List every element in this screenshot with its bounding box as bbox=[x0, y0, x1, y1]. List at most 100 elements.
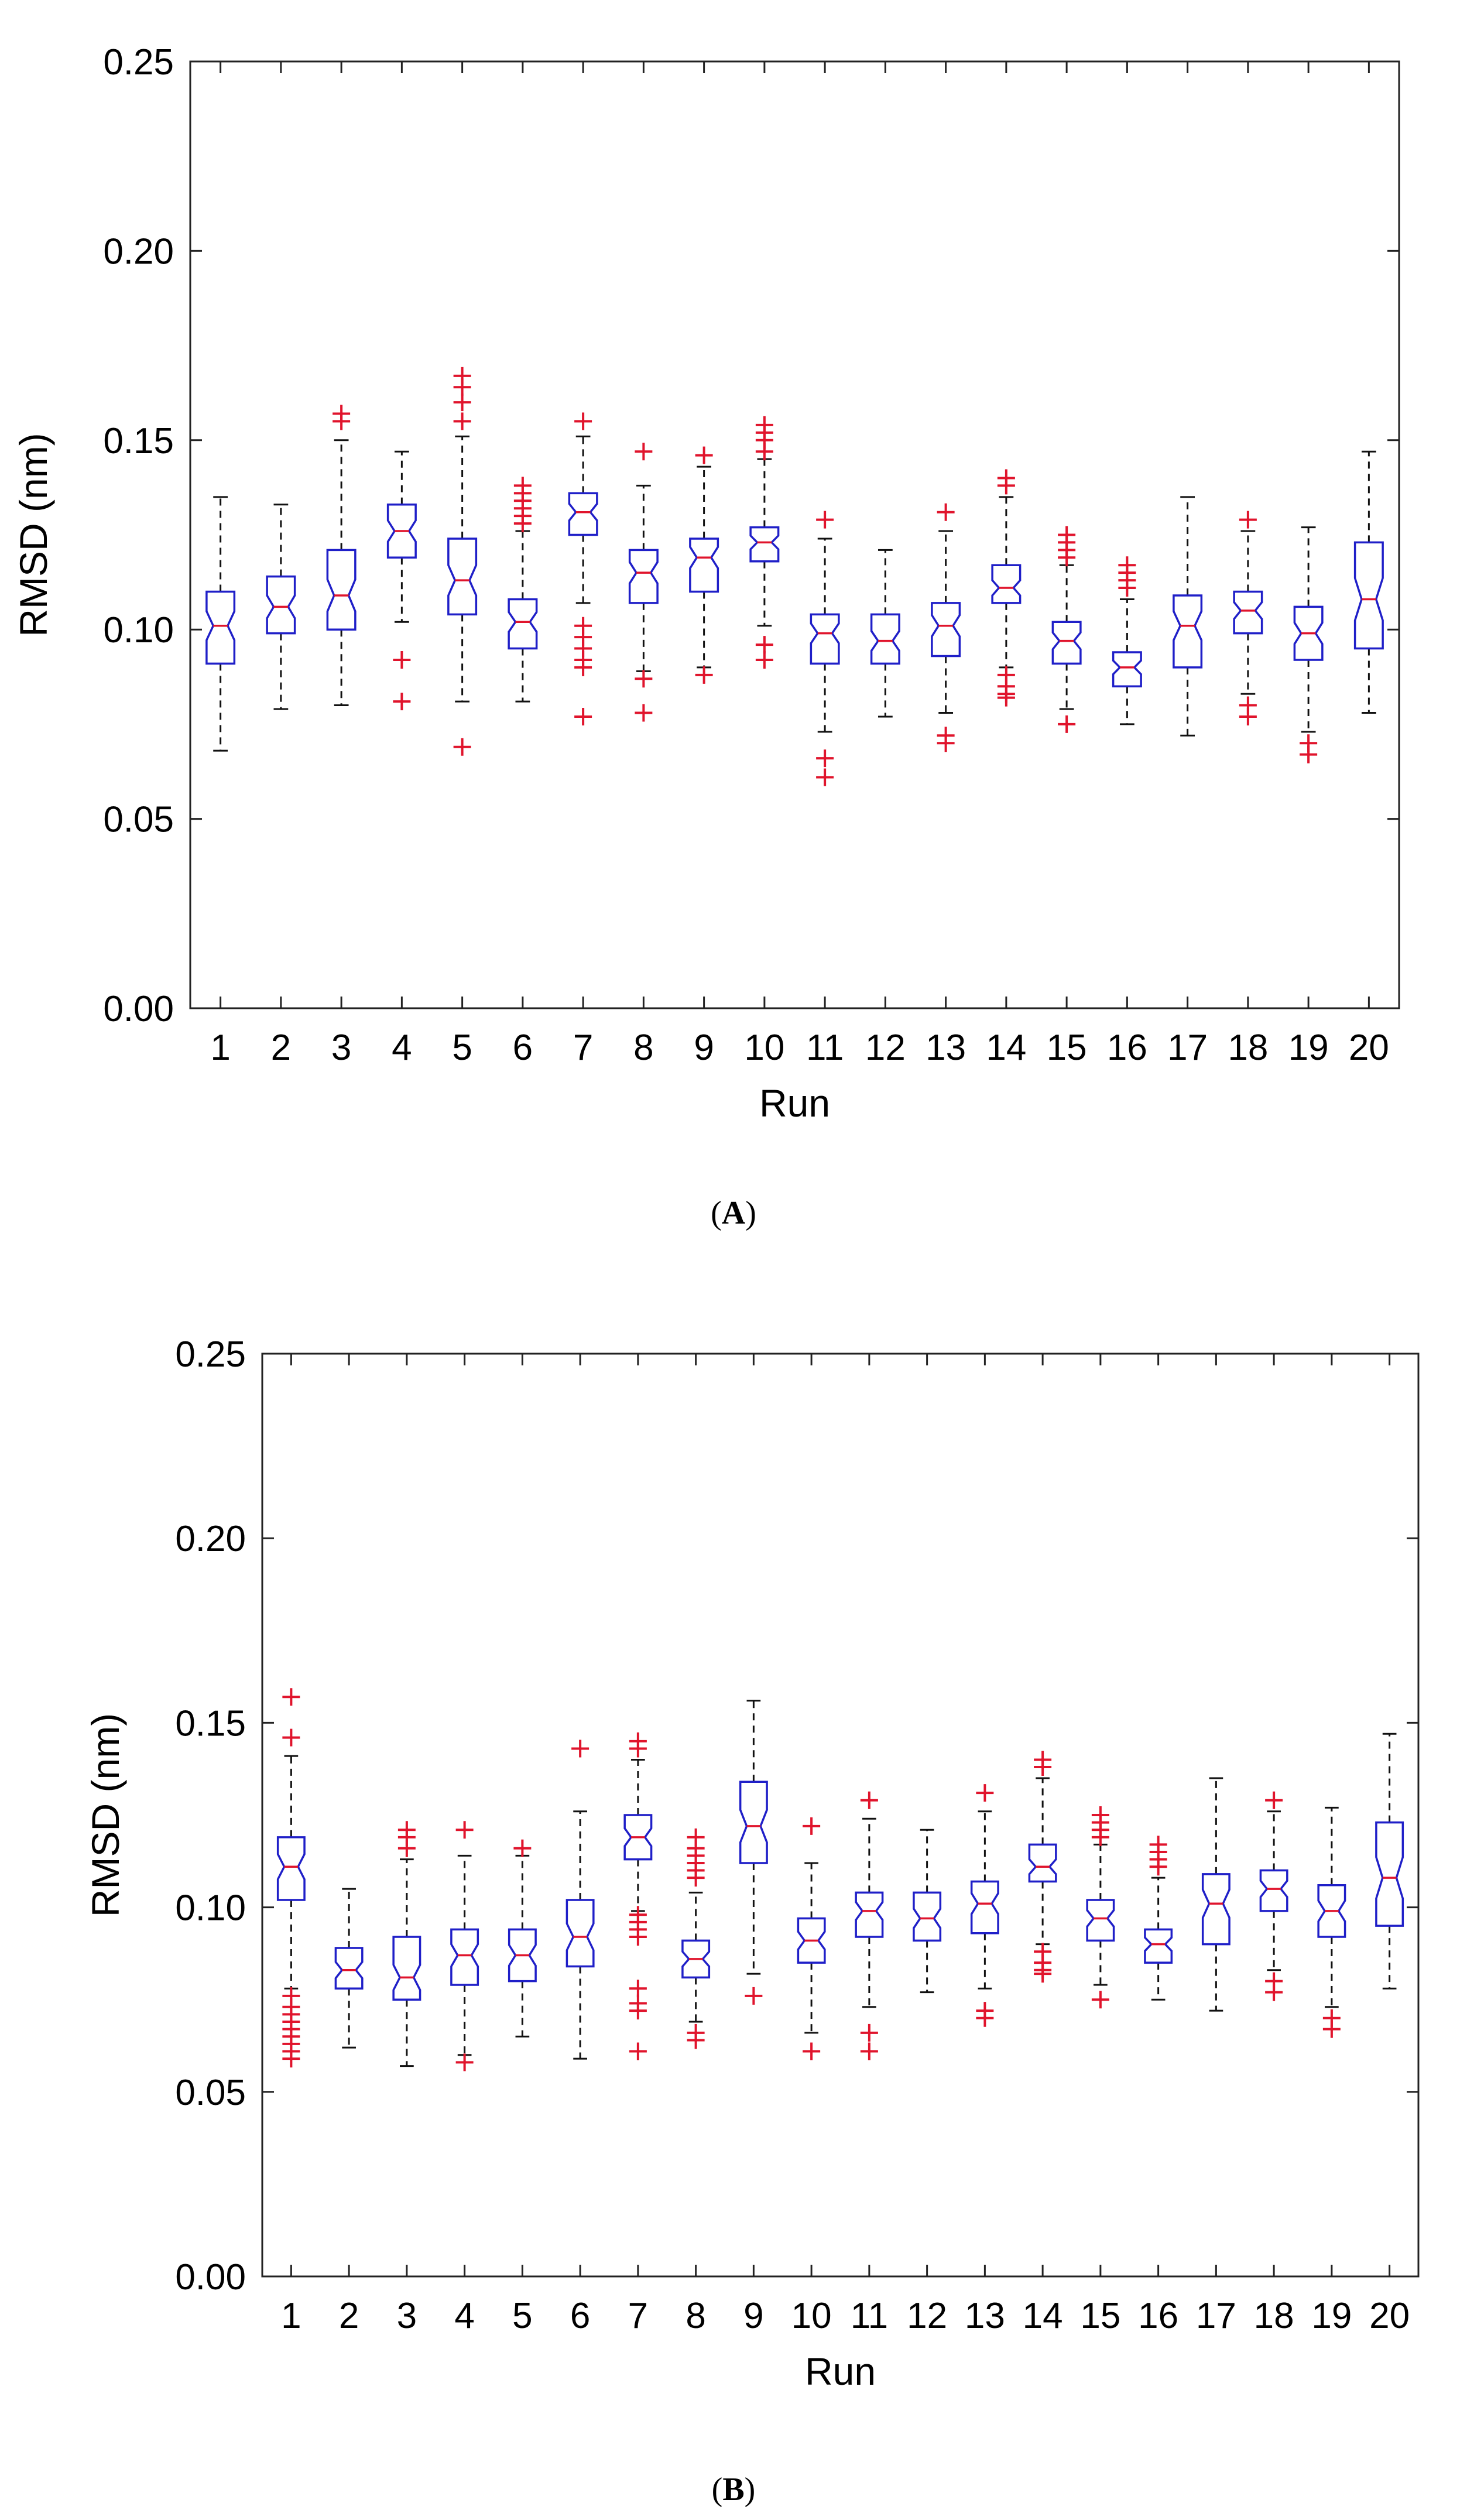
panel-a-outlier bbox=[816, 768, 834, 786]
panel-a-y-tick-label: 0.10 bbox=[103, 610, 174, 650]
panel-b-outlier bbox=[629, 1928, 647, 1946]
panel-a-y-axis-label: RMSD (nm) bbox=[12, 433, 55, 636]
panel-a-box bbox=[1173, 594, 1203, 669]
panel-a-box bbox=[1293, 605, 1324, 661]
panel-b-y-tick-label: 0.05 bbox=[175, 2073, 246, 2113]
panel-b-outlier bbox=[803, 2042, 821, 2060]
panel-a-x-tick-label: 14 bbox=[986, 1028, 1026, 1068]
panel-b-x-tick-label: 17 bbox=[1196, 2296, 1236, 2336]
panel-b-outlier bbox=[455, 2053, 474, 2072]
panel-a-x-tick-label: 3 bbox=[331, 1028, 351, 1068]
panel-b-box bbox=[681, 1939, 711, 1979]
panel-a-box bbox=[991, 564, 1022, 604]
panel-a-outlier bbox=[997, 469, 1015, 487]
panel-a-x-tick-label: 1 bbox=[210, 1028, 230, 1068]
panel-a-outlier bbox=[937, 734, 955, 752]
panel-a-outlier bbox=[755, 416, 773, 434]
panel-a-x-axis-label: Run bbox=[759, 1081, 830, 1125]
panel-a-box bbox=[749, 526, 780, 563]
panel-a-outlier bbox=[937, 503, 955, 521]
panel-a-outlier bbox=[1058, 715, 1076, 733]
panel-a-outlier bbox=[1058, 526, 1076, 544]
panel-a-box bbox=[628, 549, 659, 604]
panel-b-x-tick-label: 7 bbox=[628, 2296, 648, 2336]
panel-a-outlier bbox=[635, 443, 653, 461]
panel-a-outlier bbox=[453, 367, 471, 385]
panel-b-box bbox=[913, 1891, 942, 1942]
panel-a-box bbox=[1112, 651, 1142, 687]
panel-b-box bbox=[797, 1917, 826, 1964]
panel-b-outlier bbox=[976, 1784, 994, 1802]
panel-b-x-tick-label: 12 bbox=[907, 2296, 947, 2336]
panel-b-box bbox=[1375, 1821, 1404, 1927]
panel-b-outlier bbox=[1034, 1751, 1052, 1769]
panel-b-plot-frame bbox=[261, 1353, 1420, 2278]
panel-a-x-tick-label: 19 bbox=[1288, 1028, 1329, 1068]
panel-b-box bbox=[739, 1781, 768, 1864]
panel-a-box bbox=[386, 504, 417, 559]
panel-a-box bbox=[1051, 621, 1082, 665]
panel-a-y-tick-label: 0.25 bbox=[103, 42, 174, 83]
panel-b-outlier bbox=[860, 2023, 878, 2042]
panel-b-outlier bbox=[513, 1839, 532, 1857]
panel-b-x-tick-label: 5 bbox=[512, 2296, 532, 2336]
panel-a-x-tick-label: 18 bbox=[1228, 1028, 1268, 1068]
panel-a-y-tick-label: 0.15 bbox=[103, 421, 174, 461]
panel-b-y-axis-label: RMSD (nm) bbox=[84, 1713, 127, 1917]
panel-b-x-tick-label: 19 bbox=[1311, 2296, 1352, 2336]
panel-a-plot-frame bbox=[189, 60, 1400, 1009]
panel-a-box bbox=[810, 613, 840, 665]
panel-b-outlier bbox=[860, 2042, 878, 2060]
panel-a-outlier bbox=[574, 412, 592, 430]
panel-a-outlier bbox=[635, 670, 653, 688]
panel-a-x-tick-label: 5 bbox=[452, 1028, 472, 1068]
panel-b-outlier bbox=[1034, 1965, 1052, 1983]
panel-b-box bbox=[623, 1814, 653, 1861]
panel-b-x-tick-label: 1 bbox=[281, 2296, 301, 2336]
panel-a-box bbox=[568, 492, 598, 536]
panel-a-box bbox=[326, 549, 357, 631]
panel-a-box bbox=[447, 537, 478, 616]
panel-a-outlier bbox=[1239, 707, 1257, 725]
panel-a-box bbox=[266, 575, 296, 635]
panel-b-outlier bbox=[1149, 1836, 1167, 1854]
panel-a-outlier bbox=[997, 689, 1015, 707]
panel-b-box bbox=[276, 1836, 306, 1901]
panel-a-outlier bbox=[755, 636, 773, 654]
panel-b-y-tick-label: 0.10 bbox=[175, 1888, 246, 1929]
panel-a-x-tick-label: 6 bbox=[513, 1028, 533, 1068]
panel-a-x-tick-label: 8 bbox=[633, 1028, 653, 1068]
panel-b-outlier bbox=[629, 2042, 647, 2060]
panel-b-outlier bbox=[629, 1980, 647, 1998]
panel-a-box bbox=[205, 590, 236, 665]
panel-b-box bbox=[1086, 1899, 1115, 1942]
panel-a-x-tick-label: 7 bbox=[573, 1028, 593, 1068]
panel-b-x-tick-label: 8 bbox=[685, 2296, 705, 2336]
panel-b-box bbox=[392, 1936, 421, 2001]
panel-b-box bbox=[1259, 1869, 1288, 1912]
panel-b-outlier bbox=[860, 1791, 878, 1809]
panel-a-box bbox=[1233, 590, 1263, 635]
panel-b-x-tick-label: 20 bbox=[1369, 2296, 1410, 2336]
panel-b-x-tick-label: 4 bbox=[454, 2296, 474, 2336]
panel-a-x-tick-label: 4 bbox=[392, 1028, 412, 1068]
panel-a-outlier bbox=[393, 693, 411, 711]
panel-b-box bbox=[1144, 1928, 1173, 1964]
panel-b-box bbox=[1201, 1873, 1231, 1946]
panel-b-box bbox=[334, 1947, 364, 1990]
panel-b-box bbox=[855, 1891, 884, 1938]
panel-b-box bbox=[565, 1899, 595, 1968]
panel-b-x-tick-label: 11 bbox=[851, 2296, 888, 2336]
panel-b-outlier bbox=[571, 1740, 589, 1758]
panel-b-outlier bbox=[803, 1817, 821, 1835]
panel-a-outlier bbox=[453, 412, 471, 430]
panel-a-x-tick-label: 13 bbox=[926, 1028, 966, 1068]
panel-b-box bbox=[1317, 1884, 1346, 1938]
panel-a-outlier bbox=[333, 405, 351, 423]
panel-a-outlier bbox=[513, 477, 532, 495]
panel-b-box bbox=[1028, 1843, 1057, 1883]
panel-b-outlier bbox=[397, 1821, 416, 1839]
panel-a-y-tick-label: 0.00 bbox=[103, 989, 174, 1029]
caption-a: (A) bbox=[711, 1195, 756, 1231]
